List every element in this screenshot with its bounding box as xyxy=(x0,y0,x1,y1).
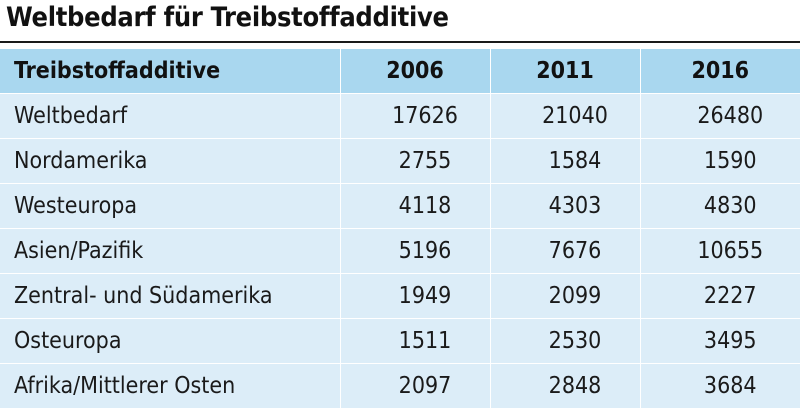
header-row: Treibstoffadditive 2006 2011 2016 xyxy=(0,49,800,94)
row-label: Nordamerika xyxy=(0,138,341,184)
row-label: Zentral- und Südamerika xyxy=(0,273,341,319)
data-cell-2011: 7676 xyxy=(490,228,641,274)
title-divider xyxy=(0,41,800,43)
data-cell-2011: 2530 xyxy=(490,318,641,364)
table-row: Nordamerika 2755 1584 1590 xyxy=(0,138,800,184)
table-row: Afrika/Mittlerer Osten 2097 2848 3684 xyxy=(0,363,800,409)
data-cell-2016: 26480 xyxy=(640,93,800,139)
data-cell-2011: 2099 xyxy=(490,273,641,319)
data-cell-2006: 17626 xyxy=(340,93,491,139)
data-cell-2006: 4118 xyxy=(340,183,491,229)
row-label: Westeuropa xyxy=(0,183,341,229)
data-cell-2006: 2755 xyxy=(340,138,491,184)
table-row: Osteuropa 1511 2530 3495 xyxy=(0,318,800,364)
column-header-2016: 2016 xyxy=(640,49,800,94)
table-body: Weltbedarf 17626 21040 26480 Nordamerika 2755… xyxy=(0,93,800,409)
data-cell-2011: 21040 xyxy=(490,93,641,139)
data-cell-2011: 1584 xyxy=(490,138,641,184)
row-label: Afrika/Mittlerer Osten xyxy=(0,363,341,409)
column-header-2011: 2011 xyxy=(490,49,641,94)
data-cell-2006: 1511 xyxy=(340,318,491,364)
column-header-label: Treibstoffadditive xyxy=(0,49,341,94)
data-cell-2016: 1590 xyxy=(640,138,800,184)
data-cell-2016: 2227 xyxy=(640,273,800,319)
data-cell-2011: 2848 xyxy=(490,363,641,409)
data-table: Treibstoffadditive 2006 2011 2016 Weltbe… xyxy=(0,49,800,409)
data-cell-2016: 10655 xyxy=(640,228,800,274)
data-cell-2011: 4303 xyxy=(490,183,641,229)
chart-title: Weltbedarf für Treibstoffadditive xyxy=(6,2,449,33)
data-cell-2006: 2097 xyxy=(340,363,491,409)
row-label: Weltbedarf xyxy=(0,93,341,139)
data-cell-2016: 4830 xyxy=(640,183,800,229)
data-cell-2006: 1949 xyxy=(340,273,491,319)
data-cell-2016: 3684 xyxy=(640,363,800,409)
data-cell-2006: 5196 xyxy=(340,228,491,274)
table-row: Westeuropa 4118 4303 4830 xyxy=(0,183,800,229)
table-row: Asien/Pazifik 5196 7676 10655 xyxy=(0,228,800,274)
row-label: Osteuropa xyxy=(0,318,341,364)
column-header-2006: 2006 xyxy=(340,49,491,94)
row-label: Asien/Pazifik xyxy=(0,228,341,274)
data-cell-2016: 3495 xyxy=(640,318,800,364)
table-row: Weltbedarf 17626 21040 26480 xyxy=(0,93,800,139)
table-row: Zentral- und Südamerika 1949 2099 2227 xyxy=(0,273,800,319)
